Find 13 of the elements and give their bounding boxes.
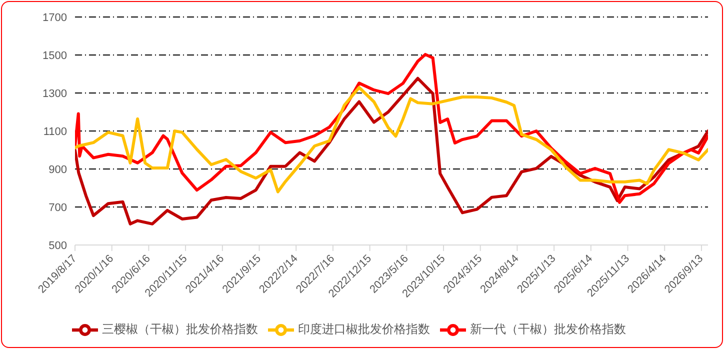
y-tick-label: 500 <box>48 240 67 252</box>
line-series <box>75 76 708 226</box>
y-tick-label: 900 <box>48 164 67 176</box>
y-tick-label: 1300 <box>42 88 67 100</box>
line-series <box>75 52 708 204</box>
y-tick-label: 1100 <box>43 126 67 138</box>
legend-label: 三樱椒（干椒）批发价格指数 <box>102 322 258 336</box>
legend-label: 印度进口椒批发价格指数 <box>298 322 430 336</box>
line-series <box>75 86 708 194</box>
y-tick-label: 700 <box>48 202 67 214</box>
y-tick-label: 1500 <box>42 50 67 62</box>
y-tick-label: 1700 <box>42 12 67 24</box>
legend-label: 新一代（干椒）批发价格指数 <box>470 322 626 336</box>
